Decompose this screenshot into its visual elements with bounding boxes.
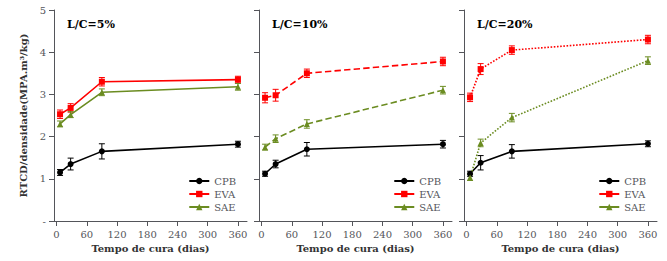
svg-text:60: 60 <box>80 229 93 240</box>
svg-text:SAE: SAE <box>624 202 645 213</box>
svg-text:0: 0 <box>258 229 264 240</box>
svg-text:L/C=5%: L/C=5% <box>67 18 115 31</box>
svg-text:120: 120 <box>107 229 126 240</box>
svg-text:60: 60 <box>490 229 503 240</box>
svg-text:CPB: CPB <box>419 176 441 187</box>
svg-text:L/C=20%: L/C=20% <box>477 18 533 31</box>
svg-text:180: 180 <box>343 229 362 240</box>
svg-text:5: 5 <box>40 5 46 16</box>
svg-text:EVA: EVA <box>419 189 441 200</box>
svg-text:300: 300 <box>198 229 217 240</box>
svg-text:120: 120 <box>517 229 536 240</box>
svg-text:240: 240 <box>578 229 597 240</box>
svg-text:Tempo de cura (dias): Tempo de cura (dias) <box>501 243 619 254</box>
svg-text:360: 360 <box>433 229 452 240</box>
svg-text:360: 360 <box>228 229 247 240</box>
svg-text:240: 240 <box>373 229 392 240</box>
svg-text:360: 360 <box>638 229 657 240</box>
svg-text:0: 0 <box>53 229 59 240</box>
svg-text:120: 120 <box>312 229 331 240</box>
svg-text:300: 300 <box>608 229 627 240</box>
svg-text:60: 60 <box>285 229 298 240</box>
svg-text:CPB: CPB <box>214 176 236 187</box>
svg-text:180: 180 <box>548 229 567 240</box>
svg-text:SAE: SAE <box>214 202 235 213</box>
svg-text:L/C=10%: L/C=10% <box>272 18 328 31</box>
svg-text:CPB: CPB <box>624 176 646 187</box>
svg-text:2: 2 <box>40 131 46 142</box>
svg-text:RTCD/densidade(MPA.m³/kg): RTCD/densidade(MPA.m³/kg) <box>18 34 29 198</box>
svg-text:EVA: EVA <box>214 189 236 200</box>
svg-text:EVA: EVA <box>624 189 646 200</box>
svg-text:0: 0 <box>463 229 469 240</box>
svg-text:240: 240 <box>168 229 187 240</box>
svg-text:Tempo de cura (dias): Tempo de cura (dias) <box>91 243 209 254</box>
svg-text:-: - <box>43 216 46 227</box>
svg-text:3: 3 <box>40 89 46 100</box>
svg-text:Tempo de cura (dias): Tempo de cura (dias) <box>296 243 414 254</box>
svg-text:SAE: SAE <box>419 202 440 213</box>
svg-text:4: 4 <box>40 47 46 58</box>
svg-text:1: 1 <box>40 173 46 184</box>
svg-text:180: 180 <box>138 229 157 240</box>
svg-text:300: 300 <box>403 229 422 240</box>
